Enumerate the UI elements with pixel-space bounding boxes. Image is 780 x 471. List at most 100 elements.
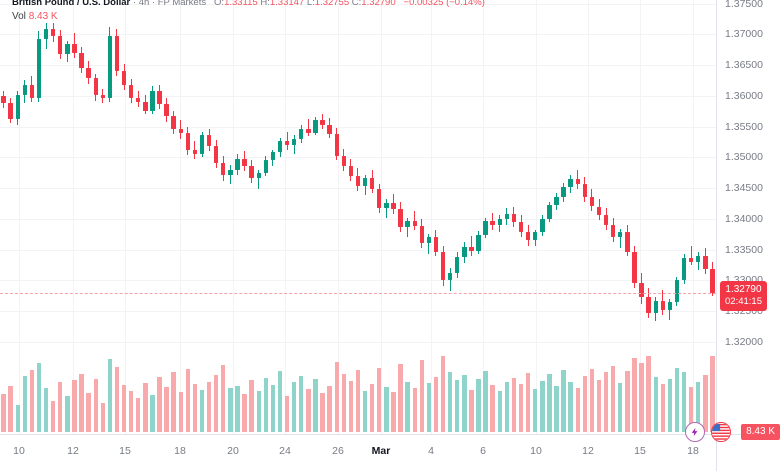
candle[interactable] [192,0,198,434]
candle[interactable] [660,0,666,434]
candle[interactable] [511,0,517,434]
candle[interactable] [107,0,113,434]
candle[interactable] [221,0,226,434]
candlestick-plot[interactable] [0,0,716,434]
candle[interactable] [490,0,495,434]
candle[interactable] [341,0,346,434]
candle[interactable] [8,0,13,434]
candle[interactable] [86,0,91,434]
candle[interactable] [270,0,276,434]
candle[interactable] [561,0,566,434]
candle[interactable] [533,0,538,434]
candle[interactable] [206,0,212,434]
candle[interactable] [440,0,446,434]
candle[interactable] [667,0,673,434]
candle[interactable] [348,0,354,434]
candle[interactable] [703,0,708,434]
candle[interactable] [688,0,694,434]
candle[interactable] [710,0,715,434]
candle[interactable] [525,0,531,434]
time-scale[interactable]: 10 12 15 18 20 24 26 Mar 4 6 10 12 15 18 [0,434,716,471]
candle[interactable] [50,0,56,434]
candle[interactable] [164,0,169,434]
candle[interactable] [504,0,510,434]
candle[interactable] [547,0,552,434]
candle[interactable] [653,0,658,434]
candle[interactable] [114,0,120,434]
candle[interactable] [256,0,261,434]
candle[interactable] [313,0,318,434]
candle[interactable] [171,0,176,434]
symbol-name[interactable]: British Pound / U.S. Dollar [12,0,131,8]
candle[interactable] [292,0,297,434]
candle[interactable] [540,0,545,434]
candle[interactable] [15,0,20,434]
candle[interactable] [1,0,6,434]
candle[interactable] [22,0,27,434]
candle[interactable] [284,0,290,434]
candle[interactable] [334,0,339,434]
candle[interactable] [625,0,630,434]
candle[interactable] [178,0,183,434]
candle[interactable] [93,0,98,434]
candle[interactable] [228,0,233,434]
candle[interactable] [696,0,701,434]
candle[interactable] [249,0,254,434]
candle[interactable] [433,0,439,434]
candle[interactable] [121,0,127,434]
candle[interactable] [362,0,368,434]
candle[interactable] [58,0,63,434]
candle[interactable] [36,0,42,434]
candle[interactable] [476,0,481,434]
price-scale[interactable]: 1.37500 1.37000 1.36500 1.36000 1.35500 1.350… [716,0,780,434]
candle[interactable] [391,0,396,434]
interval-label[interactable]: 4h [138,0,150,8]
candle[interactable] [632,0,637,434]
candle[interactable] [646,0,651,434]
candle[interactable] [277,0,283,434]
candle[interactable] [603,0,609,434]
candle[interactable] [497,0,502,434]
volume-label[interactable]: Vol [12,11,26,22]
candle[interactable] [447,0,453,434]
candle[interactable] [596,0,602,434]
candle[interactable] [320,0,325,434]
candle[interactable] [185,0,191,434]
candle[interactable] [554,0,559,434]
candle[interactable] [469,0,474,434]
candle[interactable] [582,0,588,434]
candle[interactable] [369,0,375,434]
candle[interactable] [639,0,644,434]
candle[interactable] [398,0,403,434]
candle[interactable] [199,0,205,434]
candle[interactable] [462,0,467,434]
candle[interactable] [674,0,680,434]
candle[interactable] [306,0,311,434]
candle[interactable] [299,0,304,434]
volume-badge[interactable]: 8.43 K [741,424,780,440]
candle[interactable] [327,0,332,434]
candle[interactable] [43,0,49,434]
candle[interactable] [568,0,573,434]
candle[interactable] [575,0,580,434]
candle[interactable] [235,0,240,434]
candle[interactable] [419,0,424,434]
candle[interactable] [263,0,269,434]
candle[interactable] [29,0,35,434]
candle[interactable] [157,0,162,434]
current-price-badge[interactable]: 1.32790 02:41:15 [721,282,766,311]
candle[interactable] [611,0,616,434]
candle[interactable] [136,0,141,434]
candle[interactable] [589,0,595,434]
candle[interactable] [242,0,247,434]
candle[interactable] [405,0,410,434]
candle[interactable] [426,0,432,434]
candle[interactable] [143,0,148,434]
candle[interactable] [377,0,382,434]
candle[interactable] [681,0,687,434]
candle[interactable] [79,0,84,434]
candle[interactable] [455,0,460,434]
candle[interactable] [100,0,105,434]
candle[interactable] [150,0,155,434]
